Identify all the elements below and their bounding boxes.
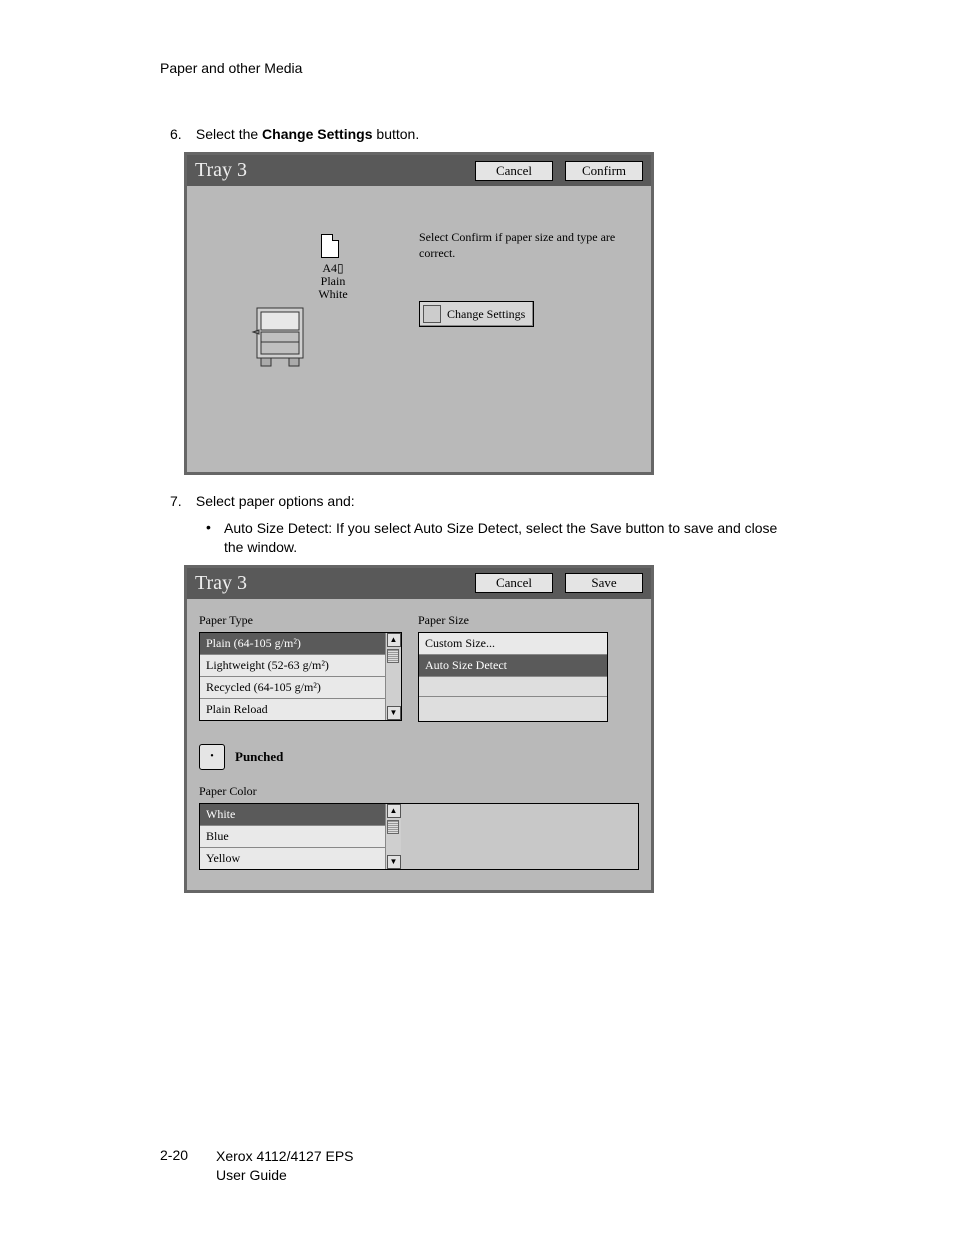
paper-color-scrollbar[interactable]: ▲ ▼ bbox=[385, 804, 401, 869]
step-7-bullet: • Auto Size Detect: If you select Auto S… bbox=[206, 519, 794, 557]
step-7: 7. Select paper options and: bbox=[170, 493, 794, 509]
paper-type-listbox[interactable]: Plain (64-105 g/m²) Lightweight (52-63 g… bbox=[199, 632, 402, 721]
scroll-thumb[interactable] bbox=[387, 820, 399, 834]
change-settings-button[interactable]: Change Settings bbox=[419, 301, 534, 327]
paper-color-label: Paper Color bbox=[199, 784, 639, 799]
step-6-bold: Change Settings bbox=[262, 126, 372, 142]
page-footer: 2-20 Xerox 4112/4127 EPS User Guide bbox=[160, 1147, 354, 1185]
paper-color-option[interactable]: Yellow bbox=[200, 848, 385, 869]
confirm-button[interactable]: Confirm bbox=[565, 161, 643, 181]
paper-size-option[interactable]: Auto Size Detect bbox=[419, 655, 607, 677]
dialog2-title: Tray 3 bbox=[195, 572, 247, 595]
paper-info: A4▯ Plain White bbox=[313, 262, 353, 302]
tray3-confirm-dialog: Tray 3 Cancel Confirm A4▯ Plain White bbox=[184, 152, 654, 475]
bullet-dot: • bbox=[206, 519, 224, 557]
save-button[interactable]: Save bbox=[565, 573, 643, 593]
doc-title: User Guide bbox=[216, 1166, 354, 1185]
cancel-button[interactable]: Cancel bbox=[475, 161, 553, 181]
page-number: 2-20 bbox=[160, 1147, 216, 1185]
punched-label: Punched bbox=[235, 749, 283, 765]
paper-size-empty bbox=[419, 697, 607, 721]
paper-type-label: Paper Type bbox=[199, 613, 402, 628]
dialog2-titlebar: Tray 3 Cancel Save bbox=[187, 568, 651, 599]
paper-color-option[interactable]: Blue bbox=[200, 826, 385, 848]
step-6-num: 6. bbox=[170, 126, 192, 142]
step-6-pre: Select the bbox=[196, 126, 262, 142]
paper-size-label: Paper Size bbox=[418, 613, 608, 628]
checkbox-icon[interactable]: • bbox=[199, 744, 225, 770]
paper-size-option[interactable]: Custom Size... bbox=[419, 633, 607, 655]
paper-type-scrollbar[interactable]: ▲ ▼ bbox=[385, 633, 401, 720]
step-7-num: 7. bbox=[170, 493, 192, 509]
bullet-text: Auto Size Detect: If you select Auto Siz… bbox=[224, 519, 794, 557]
punched-checkbox[interactable]: • Punched bbox=[199, 744, 639, 770]
paper-color-text: White bbox=[313, 288, 353, 301]
scroll-thumb[interactable] bbox=[387, 649, 399, 663]
scroll-up-icon[interactable]: ▲ bbox=[387, 633, 401, 647]
section-header: Paper and other Media bbox=[160, 60, 794, 76]
paper-color-option[interactable]: White bbox=[200, 804, 385, 826]
paper-type-option[interactable]: Plain Reload bbox=[200, 699, 385, 720]
scroll-down-icon[interactable]: ▼ bbox=[387, 855, 401, 869]
printer-icon bbox=[251, 302, 311, 368]
scroll-down-icon[interactable]: ▼ bbox=[387, 706, 401, 720]
paper-size-listbox[interactable]: Custom Size... Auto Size Detect bbox=[418, 632, 608, 722]
cancel-button-2[interactable]: Cancel bbox=[475, 573, 553, 593]
step-6: 6. Select the Change Settings button. bbox=[170, 126, 794, 142]
dialog1-titlebar: Tray 3 Cancel Confirm bbox=[187, 155, 651, 186]
paper-color-listbox[interactable]: White Blue Yellow ▲ ▼ bbox=[199, 803, 639, 870]
tray3-settings-dialog: Tray 3 Cancel Save Paper Type Plain (64-… bbox=[184, 565, 654, 893]
step-6-post: button. bbox=[373, 126, 420, 142]
product-name: Xerox 4112/4127 EPS bbox=[216, 1147, 354, 1166]
change-settings-label: Change Settings bbox=[447, 307, 525, 322]
change-settings-icon bbox=[423, 305, 441, 323]
paper-type-option[interactable]: Recycled (64-105 g/m²) bbox=[200, 677, 385, 699]
paper-size-empty bbox=[419, 677, 607, 697]
dialog1-title: Tray 3 bbox=[195, 159, 247, 182]
step-7-text: Select paper options and: bbox=[196, 493, 355, 509]
instruction-text: Select Confirm if paper size and type ar… bbox=[419, 230, 637, 261]
scroll-up-icon[interactable]: ▲ bbox=[387, 804, 401, 818]
paper-type-option[interactable]: Plain (64-105 g/m²) bbox=[200, 633, 385, 655]
paper-type-option[interactable]: Lightweight (52-63 g/m²) bbox=[200, 655, 385, 677]
paper-icon bbox=[321, 234, 339, 258]
